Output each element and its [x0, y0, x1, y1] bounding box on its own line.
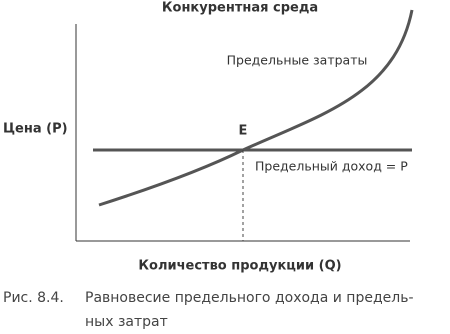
- caption-text: Равновесие предельного дохода и предель-: [85, 290, 414, 306]
- marginal-cost-curve: [98, 9, 414, 207]
- marginal-cost-label: Предельные затраты: [227, 53, 368, 68]
- caption-text: ных затрат: [85, 314, 168, 330]
- equilibrium-label: E: [239, 124, 248, 139]
- caption-number: Рис. 8.4.: [3, 290, 64, 306]
- x-axis-label: Количество продукции (Q): [138, 259, 341, 274]
- title: Конкурентная среда: [162, 1, 318, 16]
- y-axis-label: Цена (P): [3, 122, 68, 137]
- marginal-revenue-label: Предельный доход = P: [255, 159, 408, 174]
